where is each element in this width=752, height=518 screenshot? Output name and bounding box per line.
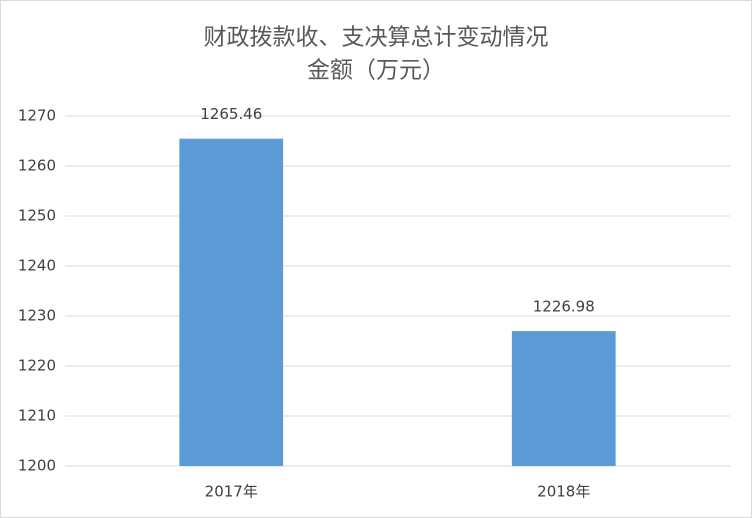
y-tick-label: 1200 [18, 457, 56, 475]
y-tick-label: 1270 [18, 107, 56, 125]
x-tick-label: 2017年 [205, 483, 258, 501]
x-tick-label: 2018年 [537, 483, 590, 501]
bar [511, 331, 616, 466]
bar [179, 138, 284, 466]
chart-title: 财政拨款收、支决算总计变动情况 [204, 25, 549, 51]
data-label: 1226.98 [533, 298, 595, 316]
y-tick-label: 1260 [18, 157, 56, 175]
y-tick-label: 1250 [18, 207, 56, 225]
y-tick-label: 1210 [18, 407, 56, 425]
data-label: 1265.46 [200, 105, 262, 123]
y-tick-label: 1240 [18, 257, 56, 275]
chart-subtitle: 金额（万元） [307, 58, 445, 84]
y-tick-label: 1230 [18, 307, 56, 325]
y-tick-label: 1220 [18, 357, 56, 375]
